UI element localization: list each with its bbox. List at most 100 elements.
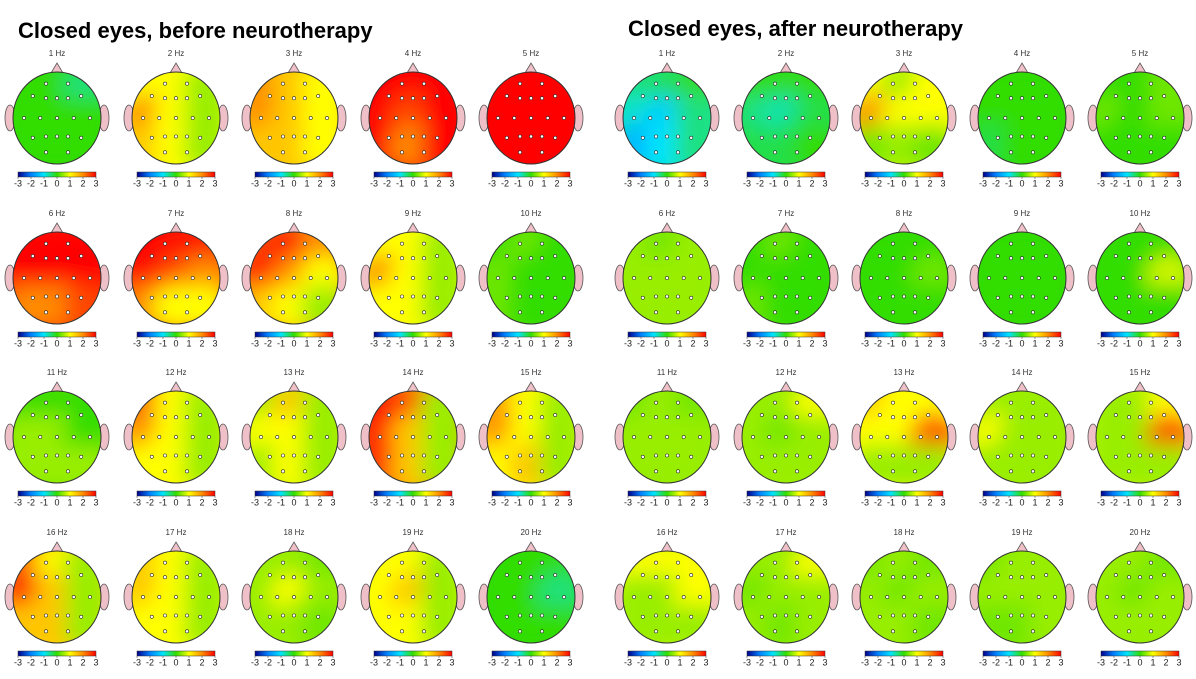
- electrode: [1127, 81, 1131, 86]
- electrode: [1003, 595, 1008, 599]
- electrode: [540, 150, 544, 155]
- colorbar-tick-label: -2: [383, 338, 391, 348]
- electrode: [1127, 310, 1131, 315]
- electrode: [185, 613, 189, 618]
- electrode: [773, 575, 777, 580]
- electrode: [632, 595, 636, 599]
- colorbar-tick-label: 1: [541, 338, 546, 348]
- electrode: [654, 256, 658, 261]
- electrode: [562, 116, 566, 120]
- electrode: [394, 116, 399, 120]
- electrode: [504, 295, 509, 300]
- head-outline: [1095, 390, 1185, 484]
- electrode: [891, 469, 895, 474]
- colorbar-tick-label: 3: [1176, 497, 1181, 507]
- electrode: [325, 116, 329, 120]
- electrode: [1154, 116, 1159, 120]
- electrode: [411, 415, 415, 420]
- panel-title: Closed eyes, before neurotherapy: [18, 18, 373, 43]
- electrode: [435, 295, 440, 300]
- colorbar-tick-label: -3: [624, 497, 632, 507]
- electrode: [66, 469, 70, 474]
- electrode: [1162, 413, 1167, 417]
- electrode: [1020, 613, 1024, 618]
- colorbar-tick-label: 2: [80, 497, 85, 507]
- map-label: 6 Hz: [49, 209, 65, 218]
- electrode: [185, 453, 189, 458]
- electrode: [518, 134, 522, 139]
- map-label: 12 Hz: [166, 368, 187, 377]
- electrode: [198, 295, 203, 300]
- electrode: [1113, 135, 1118, 140]
- electrode: [22, 435, 26, 439]
- electrode: [411, 613, 415, 618]
- electrode: [22, 595, 26, 599]
- colorbar-tick-label: 0: [901, 497, 906, 507]
- electrode: [1127, 256, 1131, 261]
- electrode: [30, 454, 35, 459]
- colorbar-tick-label: -1: [277, 178, 285, 188]
- electrode: [1053, 435, 1057, 439]
- colorbar-tick-label: -3: [1097, 178, 1105, 188]
- electrode: [759, 614, 764, 619]
- colorbar-tick-label: 0: [528, 178, 533, 188]
- electrode: [174, 96, 178, 101]
- electrode: [1036, 116, 1041, 120]
- electrode: [44, 469, 48, 474]
- electrode: [30, 614, 35, 619]
- colorbar-tick-label: 1: [1032, 338, 1037, 348]
- colorbar: [254, 650, 334, 657]
- electrode: [1149, 469, 1153, 474]
- electrode: [1031, 241, 1035, 246]
- colorbar-tick-label: 1: [186, 657, 191, 667]
- map-label: 18 Hz: [284, 528, 305, 537]
- electrode: [149, 94, 154, 98]
- colorbar-tick-label: 2: [809, 178, 814, 188]
- electrode: [529, 256, 533, 261]
- electrode: [198, 94, 203, 98]
- electrode: [316, 413, 321, 417]
- electrode: [512, 595, 517, 599]
- electrode: [913, 613, 917, 618]
- electrode: [995, 94, 1000, 98]
- colorbar-tick-label: 2: [1045, 497, 1050, 507]
- colorbar-tick-label: 2: [1163, 178, 1168, 188]
- colorbar-tick-label: -1: [1123, 338, 1131, 348]
- electrode: [174, 415, 178, 420]
- electrode: [512, 435, 517, 439]
- colorbar-tick-label: -2: [264, 497, 272, 507]
- colorbar-tick-label: -2: [264, 178, 272, 188]
- colorbar-tick-label: -2: [27, 338, 35, 348]
- electrode: [784, 294, 788, 299]
- colorbar-tick-label: -2: [501, 178, 509, 188]
- electrode: [207, 435, 211, 439]
- colorbar-tick-label: -2: [146, 178, 154, 188]
- electrode: [198, 135, 203, 140]
- electrode: [281, 241, 285, 246]
- electrode: [529, 294, 533, 299]
- electrode: [935, 595, 939, 599]
- electrode: [759, 454, 764, 459]
- colorbar-tick-label: -2: [992, 497, 1000, 507]
- electrode: [292, 294, 296, 299]
- electrode: [163, 453, 167, 458]
- colorbar-tick-label: -1: [514, 497, 522, 507]
- electrode: [808, 135, 813, 140]
- electrode: [149, 614, 154, 619]
- electrode: [1149, 415, 1153, 420]
- electrode: [808, 614, 813, 619]
- electrode: [1009, 453, 1013, 458]
- electrode: [632, 276, 636, 280]
- electrode: [66, 613, 70, 618]
- electrode: [174, 453, 178, 458]
- electrode: [891, 629, 895, 634]
- electrode: [185, 256, 189, 261]
- electrode: [1154, 435, 1159, 439]
- electrode: [411, 134, 415, 139]
- electrode: [386, 454, 391, 459]
- electrode: [913, 81, 917, 86]
- electrode: [751, 435, 755, 439]
- electrode: [88, 116, 92, 120]
- map-label: 11 Hz: [47, 368, 67, 377]
- electrode: [654, 294, 658, 299]
